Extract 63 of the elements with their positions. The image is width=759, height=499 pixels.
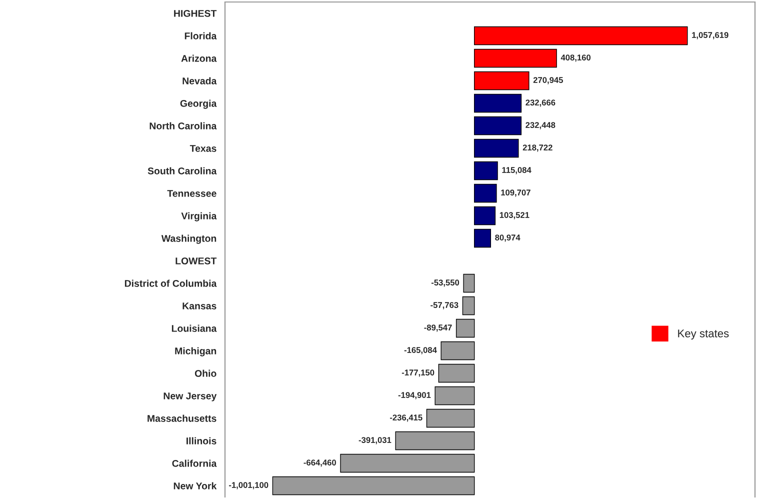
y-tick-label: Kansas [182,302,216,310]
y-tick-label: South Carolina [148,167,217,174]
y-tick-label: Louisiana [172,324,217,332]
bar [474,184,497,203]
data-label: 232,448 [526,122,556,130]
bar [474,206,496,226]
data-label: 1,057,619 [692,32,728,40]
y-tick-label: Michigan [175,347,216,356]
data-label: -177,150 [402,370,434,377]
data-label: -1,001,100 [229,482,268,490]
data-label: -57,763 [430,302,458,310]
y-tick-label: LOWEST [176,257,217,264]
bar [440,341,475,360]
y-tick-label: Ohio [194,370,216,377]
y-tick-label: Georgia [180,100,217,109]
bar [474,116,522,136]
bar [395,431,475,450]
y-tick-label: HIGHEST [174,10,217,17]
data-label: -165,084 [404,347,437,354]
data-label: 103,521 [500,212,530,220]
bar [272,476,475,496]
data-label: 270,945 [533,77,563,84]
y-tick-label: New York [174,482,217,490]
bar [438,364,475,383]
data-label: -664,460 [304,460,336,467]
data-label: -194,901 [398,392,431,400]
y-tick-label: Texas [190,145,216,152]
y-tick-label: Massachusetts [148,414,216,422]
data-label: -89,547 [424,324,452,332]
data-label: 115,084 [502,167,532,174]
data-label: -391,031 [358,437,392,444]
bar [474,48,557,68]
data-label: -236,415 [390,414,422,422]
data-label: 232,666 [526,100,556,107]
y-tick-label: District of Columbia [124,280,217,287]
y-tick-label: Nevada [182,77,217,84]
y-tick-label: Illinois [186,437,216,444]
legend-label: Key states [678,330,729,340]
bar [463,274,475,293]
y-tick-label: Arizona [181,54,217,62]
data-label: 408,160 [560,54,591,62]
bar [474,71,530,90]
data-label: 109,707 [501,190,530,197]
bar [434,386,475,406]
data-label: 218,722 [522,144,552,152]
y-tick-label: North Carolina [150,122,217,130]
bar [474,94,522,113]
data-label: 80,974 [495,234,520,242]
y-tick-label: New Jersey [164,392,217,402]
y-tick-label: Florida [184,32,217,40]
y-tick-label: Washington [161,234,216,244]
bar [474,228,492,248]
data-label: -53,550 [431,280,460,287]
bar [474,161,498,180]
y-tick-label: Tennessee [167,190,216,197]
y-tick-label: Virginia [181,212,217,222]
bar [462,296,475,316]
bar [426,408,475,428]
bar [474,26,688,46]
bar [340,454,475,473]
y-tick-label: California [172,460,217,467]
bar [456,318,475,338]
bar [474,138,519,158]
